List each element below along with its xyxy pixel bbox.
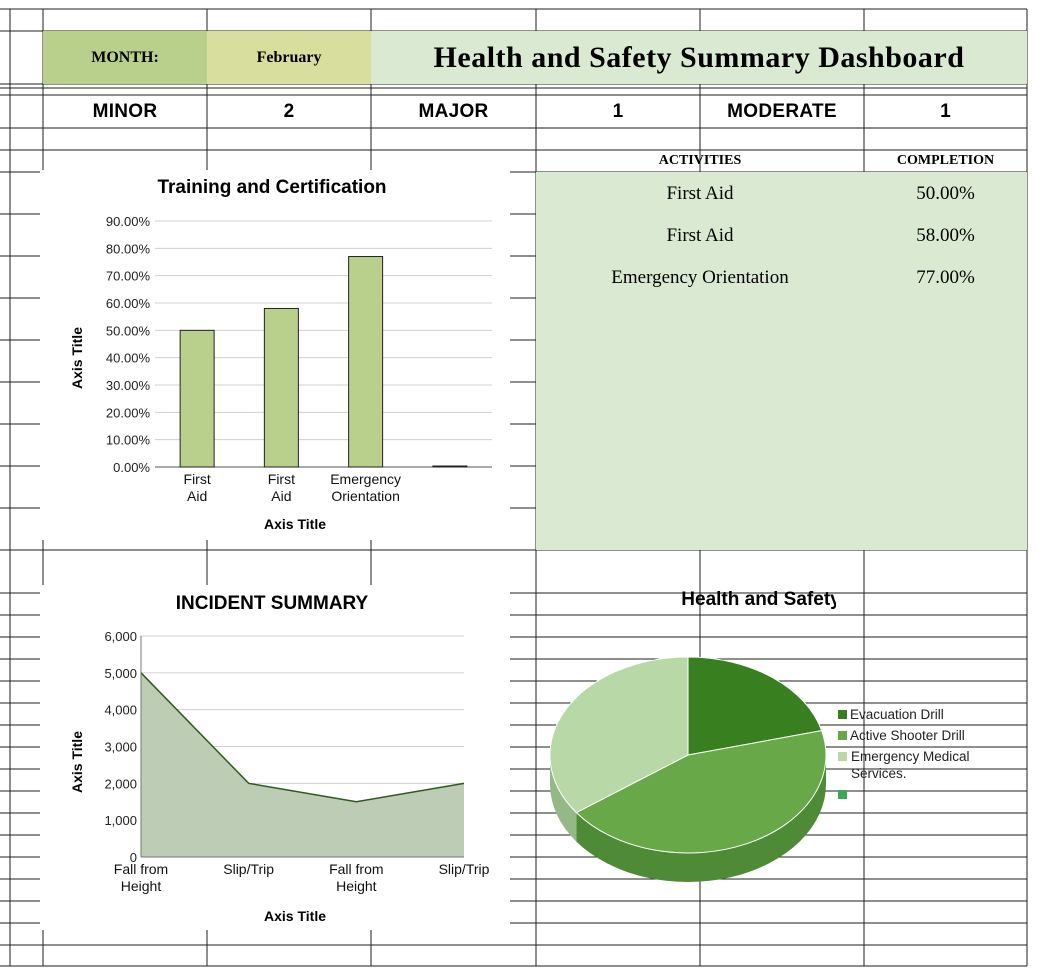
x-tick-label: First xyxy=(268,471,295,487)
activity-cell[interactable]: First Aid xyxy=(666,183,734,204)
y-axis-title: Axis Title xyxy=(69,327,85,389)
x-axis-title: Axis Title xyxy=(264,516,326,532)
pie-legend: Evacuation Drill Active Shooter Drill Em… xyxy=(838,704,1028,805)
x-tick-label: Height xyxy=(121,878,162,894)
chart-area xyxy=(40,585,510,930)
month-label: MONTH: xyxy=(43,31,207,84)
chart-title: INCIDENT SUMMARY xyxy=(176,593,369,614)
legend-item xyxy=(838,782,1028,805)
incident-area-chart[interactable]: INCIDENT SUMMARY 0 1,000 2,000 3,000 4,000 5,0… xyxy=(40,585,510,930)
x-tick-label: Emergency xyxy=(330,471,401,487)
y-tick-label: 2,000 xyxy=(104,776,137,791)
legend-item: Emergency Medical Services. xyxy=(838,746,1028,782)
area-fill xyxy=(141,672,464,857)
legend-item: Evacuation Drill xyxy=(838,704,1028,725)
y-tick-label: 10.00% xyxy=(106,433,151,448)
y-tick-label: 30.00% xyxy=(106,378,151,393)
y-tick-label: 5,000 xyxy=(104,666,137,681)
activity-cell[interactable]: Emergency Orientation xyxy=(611,267,789,288)
chart-title: Training and Certification xyxy=(157,177,386,198)
y-tick-label: 1,000 xyxy=(104,813,137,828)
completion-cell[interactable]: 77.00% xyxy=(916,267,975,288)
y-tick-label: 80.00% xyxy=(106,241,151,256)
pie-slice xyxy=(549,656,689,814)
completion-cell[interactable]: 50.00% xyxy=(916,183,975,204)
x-tick-label: Fall from xyxy=(114,861,168,877)
legend-label: Emergency Medical Services. xyxy=(851,749,970,781)
pie-slice xyxy=(687,656,823,756)
x-tick-label: Fall from xyxy=(329,861,383,877)
dashboard-title: Health and Safety Summary Dashboard xyxy=(371,31,1027,84)
x-tick-label: First xyxy=(184,471,211,487)
y-tick-label: 60.00% xyxy=(106,296,151,311)
x-tick-label: Slip/Trip xyxy=(223,861,274,877)
pie-slice xyxy=(575,730,827,854)
y-tick-label: 70.00% xyxy=(106,269,151,284)
y-axis-title: Axis Title xyxy=(69,731,85,793)
y-tick-label: 4,000 xyxy=(104,703,137,718)
activities-column-header: ACTIVITIES xyxy=(658,153,742,168)
severity-moderate-value[interactable]: 1 xyxy=(940,101,951,122)
bar xyxy=(179,329,215,468)
y-tick-label: 0.00% xyxy=(113,460,150,475)
legend-swatch xyxy=(838,752,847,761)
y-tick-label: 90.00% xyxy=(106,214,151,229)
legend-swatch xyxy=(838,731,847,740)
severity-minor-value[interactable]: 2 xyxy=(283,101,295,122)
severity-major-label: MAJOR xyxy=(418,101,489,122)
y-tick-label: 0 xyxy=(130,850,137,865)
severity-major-value[interactable]: 1 xyxy=(612,101,624,122)
y-tick-label: 6,000 xyxy=(104,629,137,644)
legend-label: Evacuation Drill xyxy=(850,707,944,722)
y-tick-label: 50.00% xyxy=(106,323,151,338)
activity-cell[interactable]: First Aid xyxy=(666,225,734,246)
pie-slice-side xyxy=(576,755,826,882)
month-value[interactable]: February xyxy=(207,31,371,84)
y-tick-label: 3,000 xyxy=(104,740,137,755)
training-bar-chart[interactable]: Training and Certification 0.00% 10.00% 20.… xyxy=(40,170,510,540)
activities-table-background xyxy=(536,172,1027,550)
bar xyxy=(432,465,468,468)
x-tick-label: Height xyxy=(336,878,377,894)
x-tick-label: Aid xyxy=(271,488,291,504)
severity-minor-label: MINOR xyxy=(92,101,158,122)
x-axis-title: Axis Title xyxy=(264,908,326,924)
bar xyxy=(263,307,299,468)
legend-item: Active Shooter Drill xyxy=(838,725,1028,746)
y-tick-label: 40.00% xyxy=(106,351,151,366)
health-safety-pie-chart[interactable]: Health and Safety xyxy=(536,580,836,900)
y-tick-label: 20.00% xyxy=(106,405,151,420)
legend-label: Active Shooter Drill xyxy=(850,728,965,743)
chart-title: Health and Safety xyxy=(681,589,836,610)
pie-slice-side xyxy=(550,755,577,842)
x-tick-label: Aid xyxy=(187,488,207,504)
bar xyxy=(348,256,384,468)
severity-moderate-label: MODERATE xyxy=(727,101,837,122)
legend-swatch xyxy=(838,710,847,719)
completion-column-header: COMPLETION xyxy=(896,153,995,168)
legend-swatch xyxy=(838,790,847,799)
area-line xyxy=(140,672,465,803)
x-tick-label: Slip/Trip xyxy=(439,861,490,877)
completion-cell[interactable]: 58.00% xyxy=(916,225,975,246)
x-tick-label: Orientation xyxy=(331,488,399,504)
